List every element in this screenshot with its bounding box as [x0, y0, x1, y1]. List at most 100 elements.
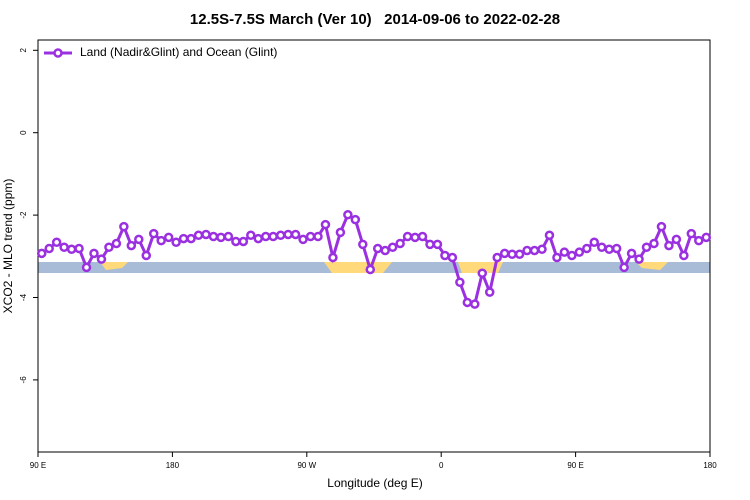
data-point	[238, 236, 249, 247]
data-point	[410, 232, 420, 243]
x-tick-label: 180	[703, 461, 717, 470]
data-point	[596, 242, 607, 252]
data-point	[260, 231, 271, 242]
land-patch	[324, 262, 392, 273]
data-point	[492, 252, 502, 263]
legend-label: Land (Nadir&Glint) and Ocean (Glint)	[80, 45, 277, 59]
data-point	[470, 299, 480, 309]
y-tick-label: -2	[19, 211, 28, 219]
data-point	[268, 231, 278, 242]
data-point	[81, 262, 92, 273]
data-point	[552, 252, 562, 263]
data-point	[649, 238, 659, 249]
data-point	[126, 240, 137, 251]
x-tick-label: 180	[166, 461, 180, 470]
data-point	[283, 229, 293, 240]
data-point	[462, 297, 473, 308]
data-point	[477, 268, 488, 278]
series-line	[40, 212, 707, 306]
data-point	[328, 252, 338, 263]
data-point	[313, 231, 323, 242]
data-point	[178, 233, 189, 244]
data-point	[208, 231, 219, 242]
x-tick-label: 90 W	[297, 461, 316, 470]
data-point	[216, 232, 226, 243]
data-point	[96, 254, 107, 264]
plot-frame	[37, 39, 711, 453]
data-point	[522, 245, 532, 256]
data-point	[36, 248, 47, 259]
data-point	[701, 232, 712, 243]
data-point	[604, 244, 614, 255]
data-point	[619, 262, 629, 273]
data-point	[253, 233, 264, 244]
data-point	[223, 231, 234, 242]
data-point	[119, 221, 129, 232]
data-point	[134, 234, 144, 245]
data-point	[156, 235, 166, 246]
data-point	[626, 248, 637, 259]
land-patch	[636, 262, 668, 270]
data-point	[365, 264, 376, 275]
y-tick-label: 2	[19, 48, 28, 53]
data-point	[44, 243, 54, 254]
data-point	[51, 237, 62, 248]
x-tick-label: 0	[439, 461, 444, 470]
data-point	[694, 235, 704, 246]
data-point	[582, 243, 592, 254]
chart-title: 12.5S-7.5S March (Ver 10) 2014-09-06 to …	[190, 11, 560, 28]
x-axis-label: Longitude (deg E)	[327, 476, 422, 490]
data-point	[664, 240, 674, 251]
land-patch	[458, 262, 503, 273]
y-tick-label: 0	[19, 130, 28, 135]
data-point	[679, 250, 689, 261]
y-tick-label: -6	[19, 376, 28, 384]
data-point	[544, 230, 555, 241]
data-point	[335, 227, 346, 238]
data-point	[484, 287, 495, 297]
data-point	[193, 230, 204, 241]
data-point	[425, 239, 435, 250]
data-point	[432, 239, 443, 250]
data-point	[104, 242, 114, 252]
data-point	[499, 248, 510, 259]
data-point	[507, 249, 517, 259]
data-point	[671, 234, 682, 245]
data-point	[656, 221, 667, 232]
data-point	[574, 247, 585, 257]
data-point	[343, 209, 353, 220]
data-point	[611, 243, 622, 254]
land-patch	[100, 262, 128, 270]
data-point	[514, 249, 525, 259]
data-point	[59, 242, 69, 252]
data-point	[395, 238, 405, 249]
data-point	[440, 250, 450, 261]
x-tick-label: 90 E	[30, 461, 46, 470]
data-point	[201, 229, 211, 240]
data-point	[111, 238, 122, 249]
data-point	[559, 247, 570, 257]
data-point	[163, 232, 174, 243]
data-point	[537, 244, 547, 255]
data-point	[358, 239, 368, 250]
data-point	[567, 250, 577, 261]
data-point	[529, 245, 540, 256]
y-axis-label: XCO2 - MLO trend (ppm)	[1, 179, 15, 314]
data-point	[417, 231, 428, 242]
data-point	[641, 242, 652, 252]
data-point	[231, 236, 241, 247]
data-point	[275, 230, 286, 241]
data-point	[589, 237, 600, 248]
data-point	[447, 252, 458, 263]
x-tick-label: 90 E	[567, 461, 583, 470]
data-point	[141, 250, 152, 261]
data-point	[320, 219, 331, 230]
data-point	[350, 214, 361, 225]
data-point	[290, 229, 301, 240]
data-point	[66, 244, 77, 255]
data-point	[402, 231, 413, 242]
data-point	[686, 228, 697, 239]
data-point	[171, 237, 181, 248]
data-point	[298, 234, 308, 245]
